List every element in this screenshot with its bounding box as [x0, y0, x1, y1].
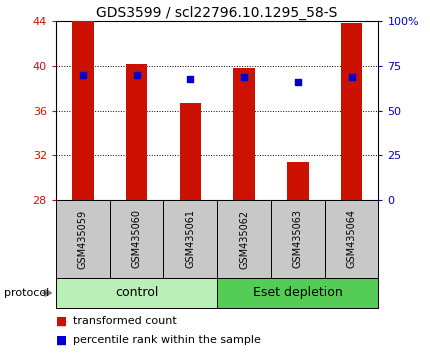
Title: GDS3599 / scl22796.10.1295_58-S: GDS3599 / scl22796.10.1295_58-S	[96, 6, 338, 20]
Point	[79, 72, 86, 78]
Text: transformed count: transformed count	[73, 316, 177, 326]
Text: ■: ■	[56, 334, 67, 347]
Bar	[56, 200, 110, 278]
Text: Eset depletion: Eset depletion	[253, 286, 343, 299]
Point	[187, 76, 194, 82]
Text: GSM435064: GSM435064	[347, 210, 356, 268]
Text: GSM435059: GSM435059	[78, 209, 88, 269]
Bar	[163, 200, 217, 278]
Bar	[271, 200, 325, 278]
Bar	[325, 200, 378, 278]
Text: GSM435060: GSM435060	[132, 210, 141, 268]
Text: percentile rank within the sample: percentile rank within the sample	[73, 335, 261, 345]
Bar	[217, 278, 378, 308]
Point	[133, 72, 140, 78]
Bar	[287, 162, 308, 200]
Text: GSM435061: GSM435061	[185, 210, 195, 268]
Point	[241, 74, 248, 80]
Bar	[341, 23, 362, 200]
Point	[348, 74, 355, 80]
Bar	[56, 278, 217, 308]
Bar	[72, 21, 94, 200]
Bar	[217, 200, 271, 278]
Text: ■: ■	[56, 315, 67, 328]
Text: protocol: protocol	[4, 288, 49, 298]
Point	[294, 79, 301, 84]
Text: GSM435063: GSM435063	[293, 210, 303, 268]
Bar	[110, 200, 163, 278]
Text: control: control	[115, 286, 158, 299]
Bar	[126, 64, 147, 200]
Bar	[233, 68, 255, 200]
Text: GSM435062: GSM435062	[239, 209, 249, 269]
Bar	[180, 103, 201, 200]
